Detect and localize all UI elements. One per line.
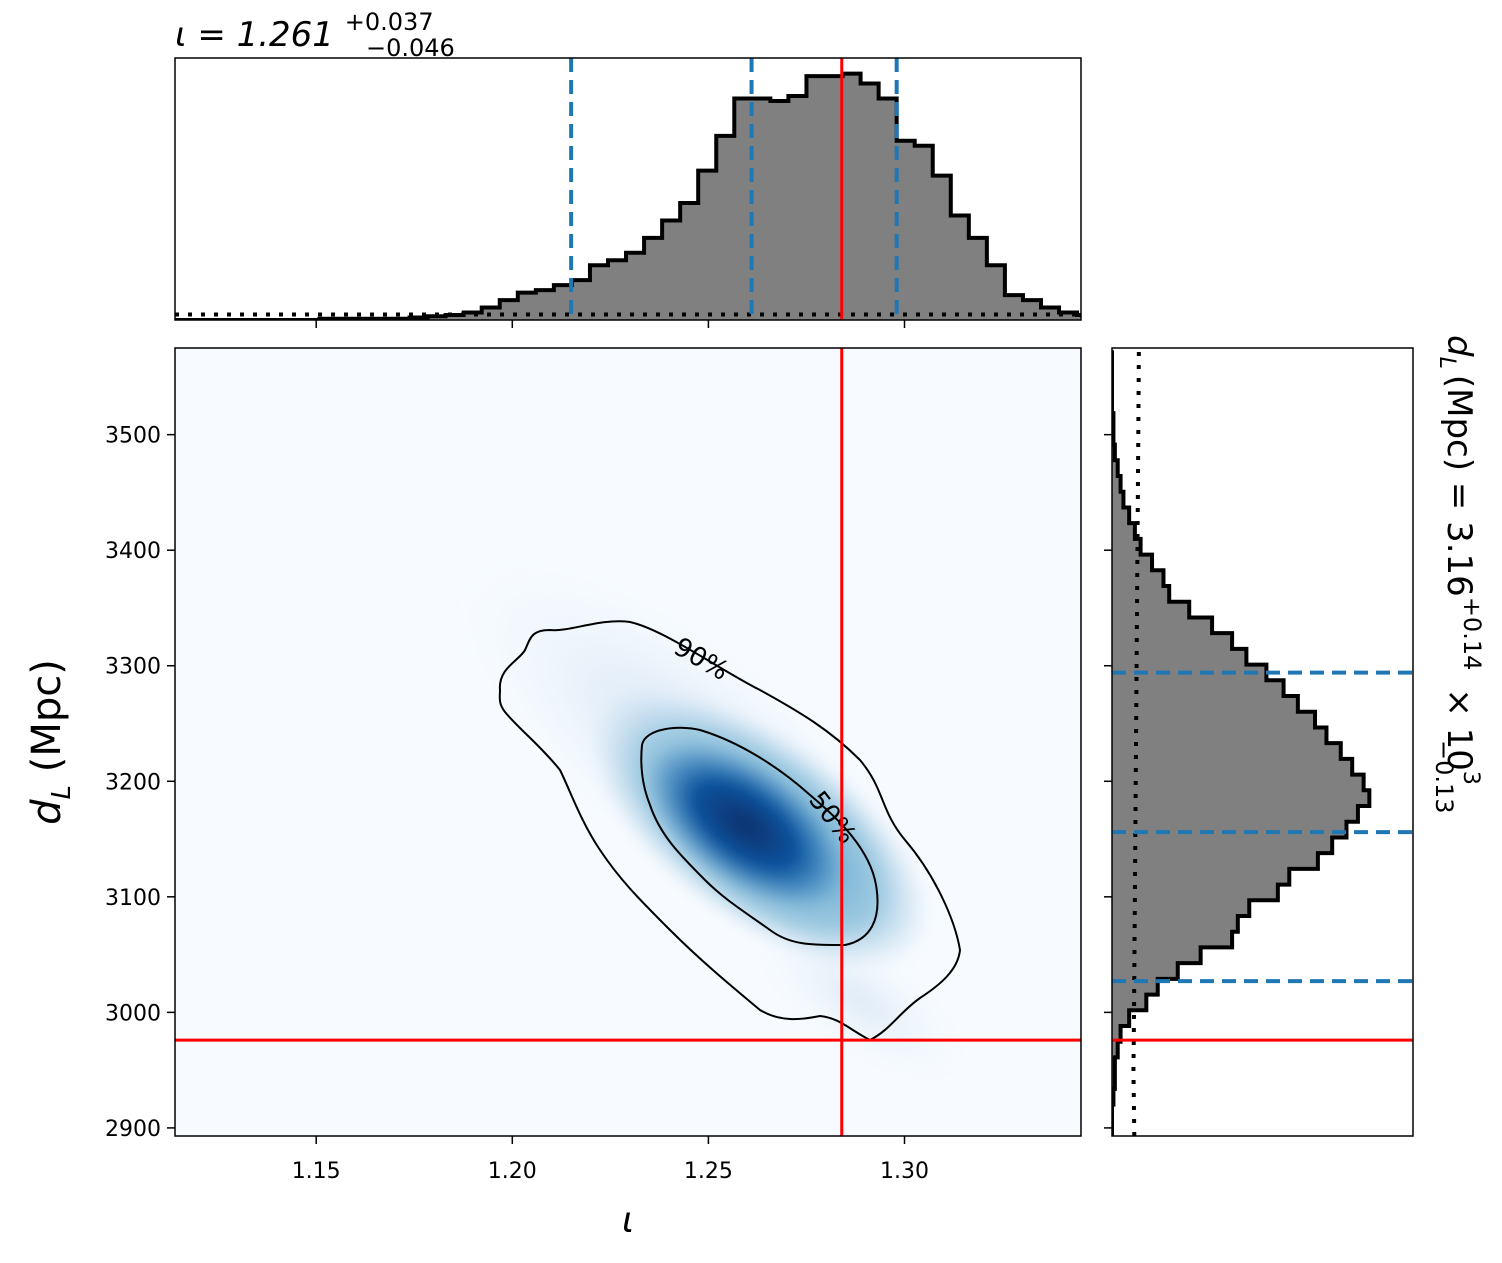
contour-90	[498, 620, 962, 1042]
density-field	[429, 535, 980, 1095]
right-panel-frame	[1111, 347, 1414, 1137]
y-tick-label-3: 3200	[105, 770, 161, 795]
y-title-prefix: (Mpc) = 3.16	[1439, 375, 1479, 597]
hist-x-fill	[175, 73, 1081, 320]
y-title-sup: +0.14	[1458, 597, 1486, 671]
hist-y-step	[1112, 350, 1372, 1136]
right-panel-ticks	[1104, 433, 1112, 1129]
main-2d-panel: 90% 50%	[175, 348, 1081, 1136]
top-histogram-panel	[175, 58, 1081, 320]
hist-y-prior-line	[1131, 348, 1141, 1136]
hist-y-quantile-lines	[1112, 670, 1413, 984]
x-tick-label-2: 1.25	[684, 1159, 733, 1184]
x-tick-label-1: 1.20	[488, 1159, 537, 1184]
x-axis-ticks: 1.15 1.20 1.25 1.30	[292, 1136, 929, 1184]
y-title-exp: 3	[1458, 771, 1483, 785]
y-label-main: d	[24, 799, 70, 825]
x-title-sup: +0.037	[345, 8, 434, 36]
x-tick-label-3: 1.30	[880, 1159, 929, 1184]
contour-50	[640, 726, 879, 947]
y-tick-label-6: 3500	[105, 424, 161, 449]
y-tick-label-1: 3000	[105, 1001, 161, 1026]
x-tick-label-0: 1.15	[292, 1159, 341, 1184]
top-panel-frame	[174, 57, 1082, 321]
y-title: dL (Mpc) = 3.16+0.14 × 103 −0.13	[1430, 335, 1486, 814]
y-title-d: d	[1439, 335, 1479, 357]
y-tick-label-5: 3400	[105, 539, 161, 564]
y-label-sub: L	[47, 785, 77, 800]
x-title-sub: −0.046	[366, 34, 455, 62]
y-tick-label-4: 3300	[105, 655, 161, 680]
y-tick-label-0: 2900	[105, 1117, 161, 1142]
y-axis-label: dL (Mpc)	[24, 659, 77, 825]
y-title-sub: L	[1434, 357, 1459, 369]
x-title: ι = 1.261 +0.037	[175, 8, 434, 55]
x-axis-label: ι	[622, 1200, 634, 1241]
y-axis-ticks: 2900 3000 3100 3200 3300 3400 3500	[105, 424, 175, 1142]
right-histogram-panel	[1112, 348, 1413, 1136]
hist-x-step	[175, 71, 1081, 320]
y-title-suffix: × 10	[1439, 688, 1479, 771]
top-panel-ticks	[315, 320, 906, 328]
main-panel-frame	[174, 347, 1082, 1137]
svg-text:dL(Mpc) = 3.16+0.14× 103: dL (Mpc) = 3.16+0.14 × 103	[1434, 335, 1486, 785]
hist-y-fill	[1112, 350, 1370, 1136]
x-title-prefix: ι = 1.261	[175, 15, 334, 55]
y-label-unit: (Mpc)	[24, 659, 70, 785]
y-tick-label-2: 3100	[105, 886, 161, 911]
svg-text:dL (Mpc): dL (Mpc)	[24, 659, 77, 825]
y-title-minus: −0.13	[1430, 740, 1458, 814]
